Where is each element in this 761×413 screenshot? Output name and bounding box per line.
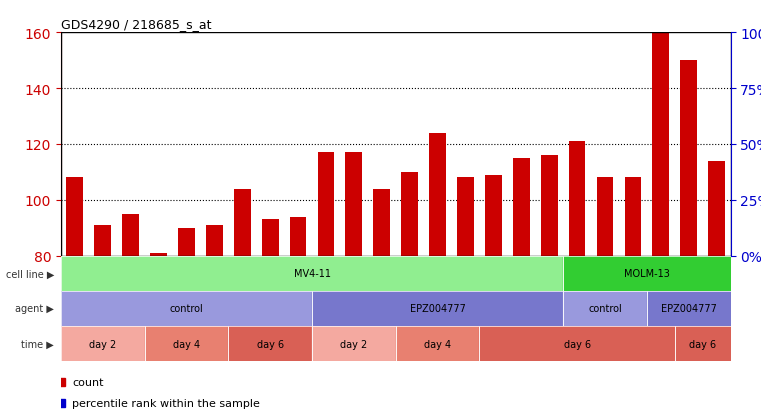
Bar bbox=[479, 326, 675, 361]
Bar bbox=[61, 256, 563, 291]
Bar bbox=[396, 326, 479, 361]
Bar bbox=[262, 220, 279, 256]
Bar bbox=[541, 156, 558, 256]
Bar bbox=[123, 214, 139, 256]
Bar bbox=[312, 291, 563, 326]
Bar bbox=[479, 326, 675, 361]
Bar bbox=[597, 178, 613, 256]
Text: EPZ004777: EPZ004777 bbox=[661, 304, 717, 314]
Bar bbox=[145, 326, 228, 361]
Bar bbox=[206, 225, 223, 256]
Bar bbox=[145, 326, 228, 361]
Bar bbox=[228, 326, 312, 361]
Bar bbox=[563, 256, 731, 291]
Text: day 6: day 6 bbox=[564, 339, 591, 349]
Bar bbox=[317, 153, 334, 256]
Bar bbox=[680, 61, 697, 256]
Bar bbox=[647, 291, 731, 326]
Text: agent ▶: agent ▶ bbox=[15, 304, 54, 314]
Text: day 2: day 2 bbox=[89, 339, 116, 349]
Text: MV4-11: MV4-11 bbox=[294, 268, 330, 279]
Text: time ▶: time ▶ bbox=[21, 339, 54, 349]
Bar bbox=[228, 326, 312, 361]
Text: EPZ004777: EPZ004777 bbox=[409, 304, 466, 314]
Bar bbox=[563, 291, 647, 326]
Bar bbox=[647, 291, 731, 326]
Bar bbox=[61, 326, 145, 361]
Text: control: control bbox=[588, 304, 622, 314]
Bar bbox=[652, 33, 669, 256]
Text: cell line ▶: cell line ▶ bbox=[6, 268, 54, 279]
Bar bbox=[625, 178, 642, 256]
Bar bbox=[401, 173, 418, 256]
Bar bbox=[312, 326, 396, 361]
Text: percentile rank within the sample: percentile rank within the sample bbox=[72, 398, 260, 408]
Bar bbox=[234, 189, 250, 256]
Bar bbox=[61, 326, 145, 361]
Text: day 6: day 6 bbox=[689, 339, 716, 349]
Bar bbox=[513, 159, 530, 256]
Bar bbox=[568, 142, 585, 256]
Bar bbox=[563, 291, 647, 326]
Bar bbox=[708, 161, 725, 256]
Bar bbox=[61, 256, 563, 291]
Bar bbox=[429, 133, 446, 256]
Text: day 4: day 4 bbox=[173, 339, 200, 349]
Bar bbox=[94, 225, 111, 256]
Bar bbox=[178, 228, 195, 256]
Bar bbox=[374, 189, 390, 256]
Bar bbox=[150, 253, 167, 256]
Bar bbox=[675, 326, 731, 361]
Bar bbox=[61, 291, 312, 326]
Bar bbox=[457, 178, 474, 256]
Bar bbox=[290, 217, 307, 256]
Bar bbox=[345, 153, 362, 256]
Bar bbox=[312, 291, 563, 326]
Bar bbox=[312, 326, 396, 361]
Bar bbox=[485, 175, 501, 256]
Text: MOLM-13: MOLM-13 bbox=[624, 268, 670, 279]
Bar bbox=[396, 326, 479, 361]
Text: count: count bbox=[72, 377, 103, 387]
Text: GDS4290 / 218685_s_at: GDS4290 / 218685_s_at bbox=[61, 17, 212, 31]
Bar bbox=[675, 326, 731, 361]
Bar bbox=[563, 256, 731, 291]
Bar bbox=[61, 291, 312, 326]
Text: control: control bbox=[170, 304, 203, 314]
Text: day 2: day 2 bbox=[340, 339, 368, 349]
Text: day 6: day 6 bbox=[256, 339, 284, 349]
Bar bbox=[66, 178, 83, 256]
Text: day 4: day 4 bbox=[424, 339, 451, 349]
